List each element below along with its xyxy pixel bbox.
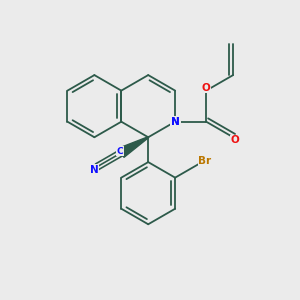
Text: C: C: [116, 147, 123, 156]
Text: Br: Br: [198, 156, 212, 166]
Text: O: O: [202, 83, 211, 93]
Text: N: N: [171, 117, 179, 127]
Polygon shape: [118, 137, 148, 158]
Text: N: N: [90, 165, 98, 175]
Text: N: N: [171, 117, 179, 127]
Text: O: O: [230, 135, 239, 145]
Text: N: N: [171, 117, 179, 127]
